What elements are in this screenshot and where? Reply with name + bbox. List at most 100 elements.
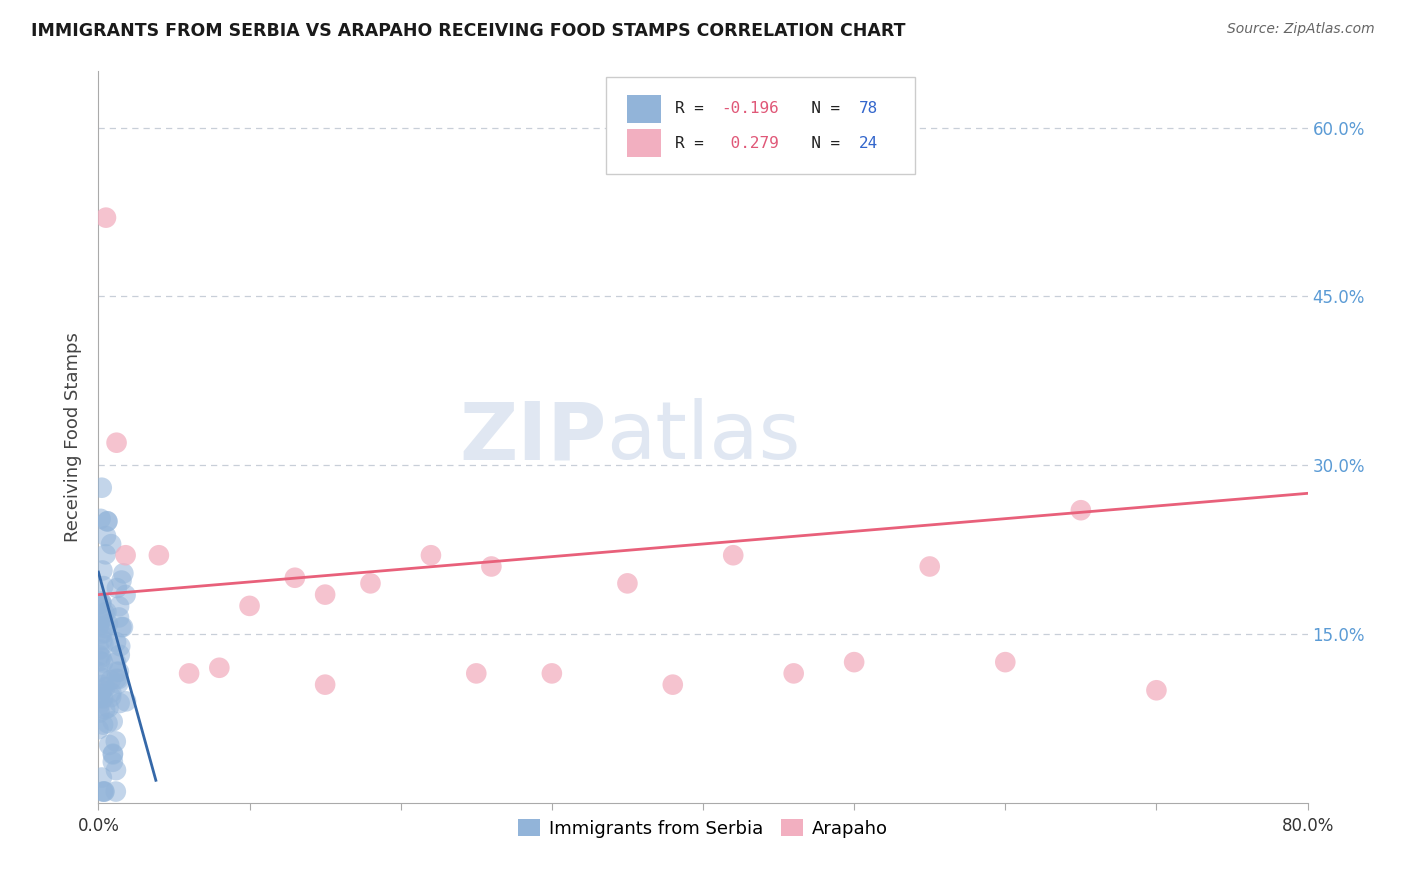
Point (107, 676, 129, 690)
Text: 0.279: 0.279 (721, 136, 779, 151)
Point (91, 784, 114, 798)
Point (179, 666, 201, 681)
Point (91, 691, 114, 706)
Point (87, 665, 110, 679)
Point (91, 671, 114, 685)
Point (481, 559, 503, 574)
Legend: Immigrants from Serbia, Arapaho: Immigrants from Serbia, Arapaho (510, 812, 896, 845)
Point (105, 672, 128, 686)
Point (90, 512, 112, 526)
Point (1144, 683, 1167, 698)
Point (105, 581, 128, 595)
Point (104, 763, 127, 777)
Point (115, 694, 138, 708)
Point (96, 716, 118, 731)
Point (94, 626, 117, 640)
Point (91, 683, 114, 698)
Point (104, 734, 127, 748)
Point (661, 678, 683, 692)
Point (98, 738, 121, 752)
Point (101, 755, 124, 769)
Point (108, 648, 131, 662)
Point (90, 678, 112, 692)
Point (110, 620, 132, 634)
Point (97, 616, 120, 631)
Point (208, 661, 231, 675)
Text: ZIP: ZIP (458, 398, 606, 476)
Text: -0.196: -0.196 (721, 101, 779, 116)
Point (89, 690, 111, 705)
Point (723, 548, 745, 562)
Point (93, 579, 115, 593)
Point (465, 666, 488, 681)
Point (101, 714, 124, 729)
Point (93, 784, 115, 798)
Point (114, 548, 136, 562)
Point (100, 690, 122, 704)
Point (100, 685, 122, 699)
Point (918, 559, 941, 574)
Point (87, 618, 110, 632)
Point (108, 665, 131, 679)
Point (284, 571, 307, 585)
Point (89, 597, 111, 611)
Point (90, 481, 112, 495)
Point (107, 672, 129, 686)
Point (90, 611, 112, 625)
Point (616, 576, 638, 591)
Point (87, 598, 110, 612)
Point (1070, 503, 1092, 517)
Text: atlas: atlas (606, 398, 800, 476)
Point (108, 610, 131, 624)
Point (89, 642, 111, 657)
Point (360, 576, 382, 591)
Point (94, 529, 117, 543)
Point (96, 514, 118, 528)
Point (90, 596, 112, 610)
Text: N =: N = (793, 136, 851, 151)
FancyBboxPatch shape (627, 129, 661, 157)
Point (100, 537, 122, 551)
Text: R =: R = (675, 101, 714, 116)
Point (420, 548, 443, 562)
Point (94, 547, 117, 561)
FancyBboxPatch shape (627, 95, 661, 122)
Point (96, 515, 118, 529)
Point (90, 627, 112, 641)
Point (994, 655, 1017, 669)
Point (87, 723, 110, 737)
Point (110, 574, 132, 588)
Point (105, 435, 128, 450)
Text: N =: N = (793, 101, 851, 116)
Point (91, 632, 114, 647)
Point (844, 655, 866, 669)
Point (101, 747, 124, 761)
Point (104, 784, 127, 798)
Point (89, 698, 111, 712)
Point (783, 666, 806, 681)
Point (239, 599, 262, 613)
Point (94, 621, 117, 635)
Point (114, 588, 136, 602)
Text: 78: 78 (859, 101, 879, 116)
Point (89, 687, 111, 701)
Point (94, 211, 117, 225)
Point (90, 650, 112, 665)
Point (93, 784, 115, 798)
Point (90, 594, 112, 608)
Point (105, 635, 128, 649)
Y-axis label: Receiving Food Stamps: Receiving Food Stamps (65, 332, 83, 542)
Point (93, 637, 115, 651)
Point (91, 656, 114, 670)
Point (108, 599, 131, 614)
Point (100, 673, 122, 687)
Point (93, 607, 115, 621)
Point (104, 656, 127, 670)
Point (540, 666, 562, 681)
Point (97, 700, 120, 714)
Point (91, 717, 114, 731)
Point (94, 680, 117, 694)
Point (105, 665, 128, 679)
Point (314, 678, 336, 692)
Point (148, 548, 170, 562)
